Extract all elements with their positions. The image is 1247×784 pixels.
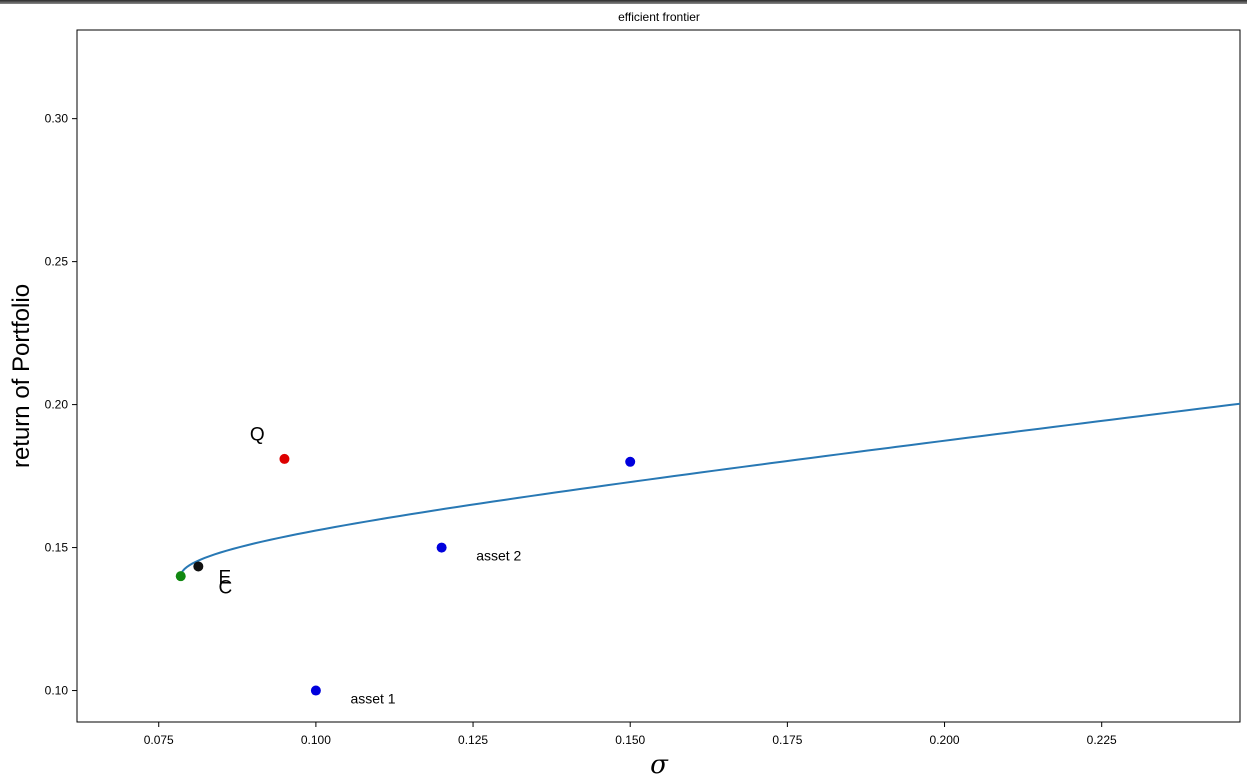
plot-area	[76, 29, 1241, 723]
y-tick-label: 0.20	[45, 398, 69, 412]
point-unlabeled	[625, 456, 636, 467]
y-tick-label: 0.30	[45, 112, 69, 126]
x-axis-label: σ	[650, 750, 669, 780]
x-tick-label: 0.100	[301, 733, 331, 747]
portfolio-points	[175, 453, 636, 696]
annotation-asset-1: asset 1	[350, 690, 395, 706]
x-tick-label: 0.150	[615, 733, 645, 747]
annotation-c: C	[218, 577, 232, 598]
efficient-frontier-line	[179, 402, 1240, 577]
point-q	[279, 453, 290, 464]
point-asset-2	[436, 542, 447, 553]
y-tick-label: 0.25	[45, 255, 69, 269]
annotation-asset-2: asset 2	[476, 547, 521, 563]
point-c	[175, 571, 186, 582]
annotation-q: Q	[250, 424, 265, 445]
y-axis-ticks: 0.10 0.15 0.20 0.25 0.30	[45, 112, 77, 698]
y-axis-label: return of Portfolio	[8, 284, 35, 468]
point-annotations: asset 1 asset 2 Q EC	[218, 424, 521, 706]
chart-title: efficient frontier	[618, 10, 700, 24]
x-tick-label: 0.225	[1087, 733, 1117, 747]
y-tick-label: 0.10	[45, 684, 69, 698]
window-top-border	[0, 0, 1247, 4]
point-asset-1	[310, 685, 321, 696]
point-e	[193, 561, 204, 572]
annotation-e: E	[218, 567, 231, 588]
x-tick-label: 0.125	[458, 733, 488, 747]
x-axis-ticks: 0.075 0.100 0.125 0.150 0.175 0.200 0.225	[144, 722, 1117, 747]
y-tick-label: 0.15	[45, 541, 69, 555]
x-tick-label: 0.175	[772, 733, 802, 747]
x-tick-label: 0.075	[144, 733, 174, 747]
x-tick-label: 0.200	[930, 733, 960, 747]
